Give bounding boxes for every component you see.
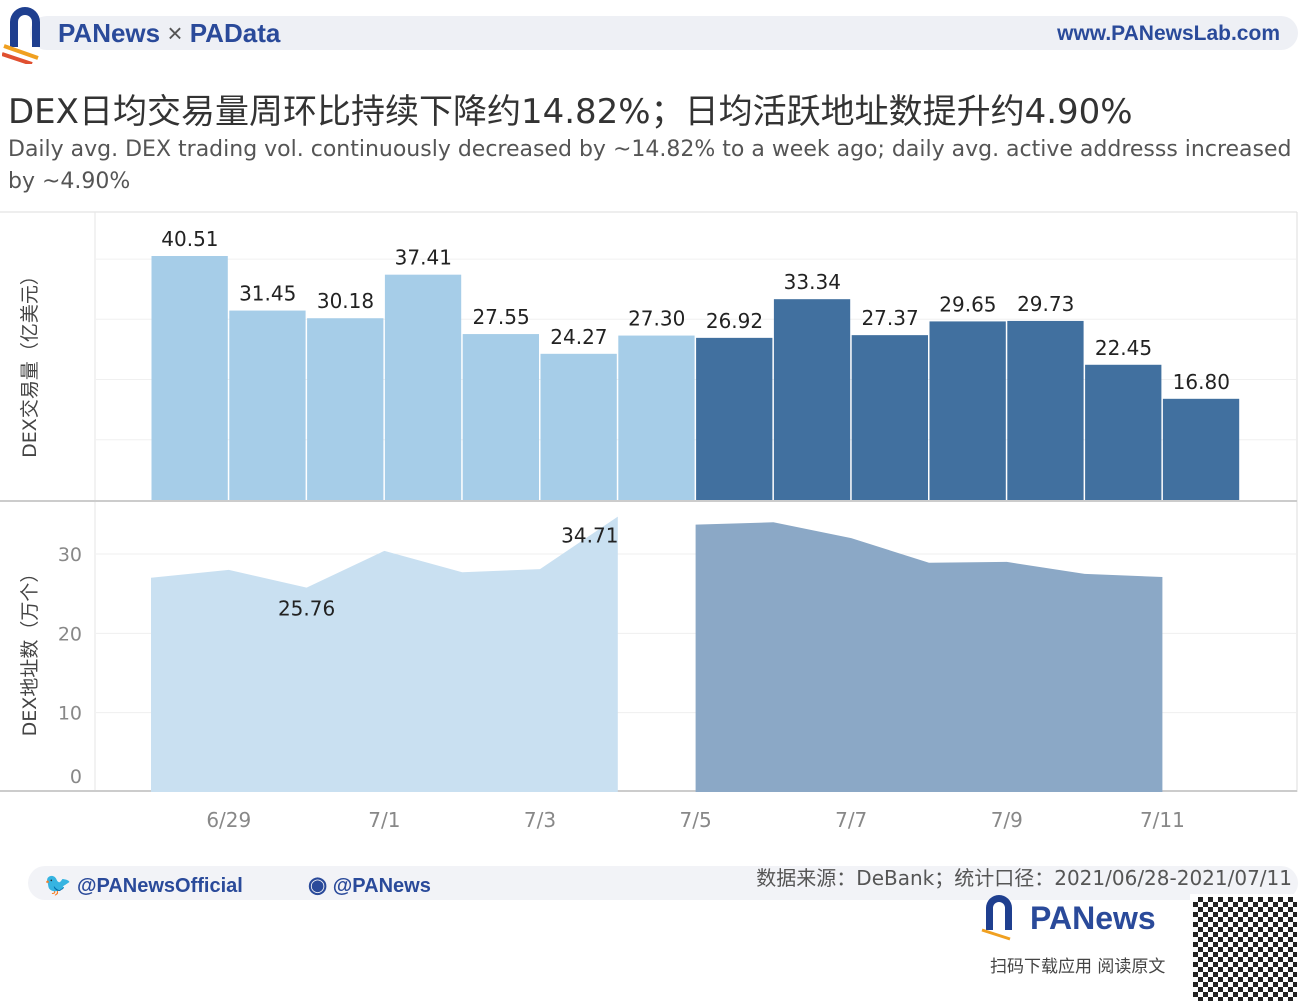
bar-7/2 [462, 334, 539, 500]
bar-label: 16.80 [1173, 370, 1230, 394]
bar-label: 30.18 [317, 289, 374, 313]
bar-7/7 [851, 335, 928, 500]
twitter-handle: @PANewsOfficial [76, 875, 243, 897]
chart-title: DEX日均交易量周环比持续下降约14.82%；日均活跃地址数提升约4.90% [8, 92, 1133, 132]
bar-label: 24.27 [550, 325, 607, 349]
area-annotation: 34.71 [561, 524, 618, 548]
brand-panews: PANews [58, 18, 161, 48]
weibo-icon: ◉ [308, 872, 328, 897]
bar-7/6 [773, 299, 851, 500]
bar-7/10 [1085, 364, 1162, 500]
panews-footer-logo-icon [981, 895, 1012, 941]
area-series-current [695, 522, 1163, 792]
x-tick: 7/11 [1140, 808, 1185, 832]
data-source: 数据来源：DeBank；统计口径：2021/06/28-2021/07/11 [756, 866, 1292, 890]
header-bar [30, 16, 1298, 50]
bar-7/1 [384, 274, 462, 500]
bar-label: 27.55 [472, 305, 529, 329]
twitter-icon: 🐦 [44, 872, 72, 897]
site-url[interactable]: www.PANewsLab.com [1057, 22, 1280, 45]
x-tick: 7/1 [368, 808, 400, 832]
footer-bar [28, 866, 1298, 900]
bar-7/9 [1007, 320, 1084, 500]
bar-6/29 [229, 310, 306, 500]
x-tick: 7/9 [991, 808, 1023, 832]
area-ytick: 0 [70, 766, 82, 788]
bar-label: 29.65 [939, 292, 996, 316]
bar-label: 33.34 [784, 270, 841, 294]
x-tick: 6/29 [206, 808, 251, 832]
area-ylabel: DEX地址数（万个） [19, 564, 41, 737]
bar-label: 37.41 [395, 246, 452, 270]
bar-7/8 [929, 321, 1006, 500]
area-series-previous [151, 516, 618, 792]
bar-7/11 [1162, 398, 1240, 500]
x-tick: 7/3 [524, 808, 556, 832]
twitter-link[interactable]: 🐦 @PANewsOfficial [44, 872, 243, 898]
bar-6/30 [307, 318, 384, 500]
area-ytick: 20 [58, 623, 82, 645]
chart-area: DEX交易量（亿美元） DEX地址数（万个） 40.51 31.45 30.18 37… [0, 211, 1298, 832]
bar-7/3 [540, 353, 617, 500]
bar-label: 31.45 [239, 282, 296, 306]
bar-label: 26.92 [706, 309, 763, 333]
qr-code[interactable] [1190, 894, 1300, 1004]
footer-brand: PANews [1030, 900, 1156, 936]
weibo-handle: @PANews [332, 875, 431, 897]
bar-6/28 [151, 256, 228, 500]
bar-7/5 [696, 337, 773, 500]
bar-label: 27.37 [861, 306, 918, 330]
area-ytick: 30 [58, 544, 82, 566]
weibo-link[interactable]: ◉ @PANews [308, 872, 431, 898]
qr-caption: 扫码下载应用 阅读原文 [990, 957, 1166, 977]
x-tick: 7/5 [680, 808, 712, 832]
bar-ylabel: DEX交易量（亿美元） [19, 266, 41, 458]
times-sign: × [167, 18, 183, 48]
chart-subtitle: Daily avg. DEX trading vol. continuously… [8, 137, 1292, 194]
area-annotation: 25.76 [278, 597, 335, 621]
bar-label: 27.30 [628, 307, 685, 331]
panews-logo-icon [2, 7, 40, 64]
bar-label: 40.51 [161, 227, 218, 251]
x-tick: 7/7 [835, 808, 867, 832]
area-ytick: 10 [58, 703, 82, 725]
bar-7/4 [618, 335, 695, 500]
bar-label: 22.45 [1095, 336, 1152, 360]
bar-label: 29.73 [1017, 292, 1074, 316]
brand-padata: PAData [189, 18, 281, 48]
